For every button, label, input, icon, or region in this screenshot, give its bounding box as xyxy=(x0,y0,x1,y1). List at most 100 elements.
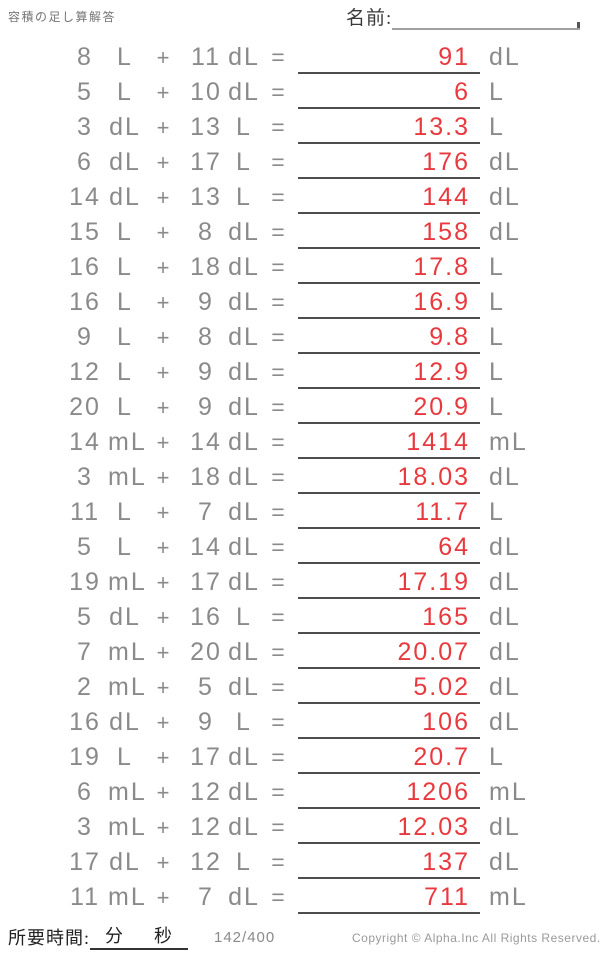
problem-row: 3 mL + 18 dL = 18.03 dL xyxy=(0,460,600,495)
answer-value: 165 xyxy=(422,602,470,631)
answer-value: 12.9 xyxy=(413,357,470,386)
answer-value: 18.03 xyxy=(397,462,470,491)
answer-unit: mL xyxy=(489,883,528,911)
equals-sign: = xyxy=(271,429,287,455)
operand2-value: 5 xyxy=(198,673,214,701)
operand1-unit: L xyxy=(117,218,133,246)
operand1-value: 8 xyxy=(77,43,93,71)
operand1-unit: L xyxy=(117,288,133,316)
answer-value: 137 xyxy=(422,847,470,876)
answer-line: 20.07 xyxy=(298,637,480,669)
problem-row: 19 mL + 17 dL = 17.19 dL xyxy=(0,565,600,600)
copyright-notice: Copyright © Alpha.Inc All Rights Reserve… xyxy=(352,931,600,945)
plus-operator: + xyxy=(156,219,172,245)
answer-line: 17.8 xyxy=(298,252,480,284)
plus-operator: + xyxy=(156,849,172,875)
operand1-unit: L xyxy=(117,358,133,386)
operand2-unit: dL xyxy=(228,778,260,806)
equals-sign: = xyxy=(271,884,287,910)
answer-value: 1206 xyxy=(406,777,470,806)
operand2-value: 11 xyxy=(191,43,221,71)
operand1-unit: L xyxy=(117,43,133,71)
answer-unit: L xyxy=(489,393,505,421)
operand2-value: 16 xyxy=(190,603,222,631)
plus-operator: + xyxy=(156,779,172,805)
answer-unit: L xyxy=(489,288,505,316)
operand2-value: 7 xyxy=(198,498,214,526)
operand1-unit: dL xyxy=(109,603,141,631)
problem-row: 17 dL + 12 L = 137 dL xyxy=(0,845,600,880)
operand2-unit: L xyxy=(236,848,252,876)
answer-unit: mL xyxy=(489,428,528,456)
operand1-unit: mL xyxy=(108,638,147,666)
operand1-unit: mL xyxy=(108,463,147,491)
problem-row: 11 L + 7 dL = 11.7 L xyxy=(0,495,600,530)
answer-value: 20.9 xyxy=(413,392,470,421)
operand2-unit: dL xyxy=(228,743,260,771)
answer-line: 1414 xyxy=(298,427,480,459)
plus-operator: + xyxy=(156,289,172,315)
operand2-value: 14 xyxy=(190,533,222,561)
answer-line: 64 xyxy=(298,532,480,564)
operand2-value: 9 xyxy=(198,288,214,316)
equals-sign: = xyxy=(271,779,287,805)
answer-value: 16.9 xyxy=(413,287,470,316)
plus-operator: + xyxy=(156,394,172,420)
equals-sign: = xyxy=(271,114,287,140)
problems-list: 8 L + 11 dL = 91 dL 5 L + 10 dL = 6 L 3 … xyxy=(0,40,600,915)
answer-unit: L xyxy=(489,253,505,281)
plus-operator: + xyxy=(156,114,172,140)
operand2-unit: dL xyxy=(228,323,260,351)
plus-operator: + xyxy=(156,499,172,525)
operand2-unit: dL xyxy=(228,568,260,596)
equals-sign: = xyxy=(271,534,287,560)
answer-line: 13.3 xyxy=(298,112,480,144)
minutes-label: 分 xyxy=(105,926,125,946)
answer-unit: mL xyxy=(489,778,528,806)
operand1-value: 11 xyxy=(70,498,100,526)
operand1-value: 7 xyxy=(77,638,93,666)
operand2-value: 7 xyxy=(198,883,214,911)
equals-sign: = xyxy=(271,709,287,735)
answer-line: 165 xyxy=(298,602,480,634)
operand1-value: 17 xyxy=(69,848,101,876)
problem-row: 5 L + 14 dL = 64 dL xyxy=(0,530,600,565)
operand2-unit: dL xyxy=(228,813,260,841)
problem-row: 16 L + 9 dL = 16.9 L xyxy=(0,285,600,320)
operand1-unit: L xyxy=(117,533,133,561)
operand2-unit: dL xyxy=(228,358,260,386)
plus-operator: + xyxy=(156,79,172,105)
operand2-unit: L xyxy=(236,113,252,141)
answer-line: 9.8 xyxy=(298,322,480,354)
plus-operator: + xyxy=(156,709,172,735)
operand1-value: 15 xyxy=(69,218,101,246)
problem-row: 3 dL + 13 L = 13.3 L xyxy=(0,110,600,145)
operand2-unit: dL xyxy=(228,883,260,911)
operand1-value: 20 xyxy=(69,393,101,421)
answer-unit: dL xyxy=(489,568,521,596)
answer-value: 17.19 xyxy=(397,567,470,596)
operand1-value: 6 xyxy=(77,778,93,806)
answer-unit: dL xyxy=(489,183,521,211)
problem-row: 6 mL + 12 dL = 1206 mL xyxy=(0,775,600,810)
answer-line: 158 xyxy=(298,217,480,249)
answer-unit: dL xyxy=(489,603,521,631)
operand2-value: 17 xyxy=(190,148,222,176)
operand1-value: 5 xyxy=(77,603,93,631)
answer-unit: dL xyxy=(489,463,521,491)
operand2-value: 9 xyxy=(198,393,214,421)
elapsed-time-field: 所要時間: 分秒 xyxy=(8,922,189,950)
answer-value: 144 xyxy=(422,182,470,211)
page-title: 容積の足し算解答 xyxy=(8,10,117,24)
operand1-value: 16 xyxy=(69,253,101,281)
operand1-value: 3 xyxy=(77,113,93,141)
operand1-unit: L xyxy=(117,323,133,351)
answer-line: 6 xyxy=(298,77,480,109)
operand1-unit: mL xyxy=(108,568,147,596)
answer-line: 176 xyxy=(298,147,480,179)
operand2-value: 17 xyxy=(190,568,222,596)
operand2-unit: L xyxy=(236,708,252,736)
operand1-value: 16 xyxy=(69,708,101,736)
answer-unit: dL xyxy=(489,533,521,561)
operand2-value: 12 xyxy=(190,848,222,876)
